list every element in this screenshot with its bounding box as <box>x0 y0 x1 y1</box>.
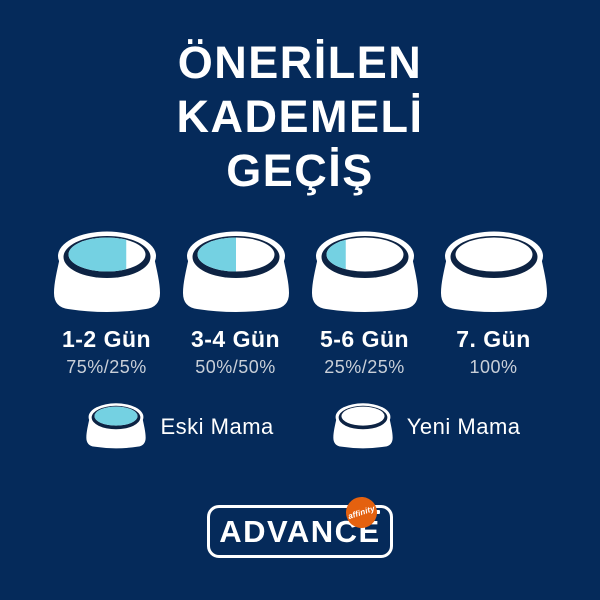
ratio-label: 100% <box>469 357 518 377</box>
old-food-portion <box>94 406 139 426</box>
ratio-label: 75%/25% <box>66 357 147 377</box>
legend-item-old-food: Eski Mama <box>85 403 273 450</box>
legend-label-old-food: Eski Mama <box>160 413 274 439</box>
old-food-bowl-icon <box>86 403 147 449</box>
legend-item-new-food: Yeni Mama <box>332 403 521 450</box>
legend: Eski Mama Yeni Mama <box>6 403 600 450</box>
bowl-column-days-5-6: 5-6 Gün 25%/25% <box>309 231 421 378</box>
food-bowl-icon <box>311 231 418 312</box>
bowls-row: 1-2 Gün 75%/25% 3-4 Gün 50%/50% <box>0 231 600 378</box>
day-label: 1-2 Gün <box>61 326 152 352</box>
badge-text: affinity <box>346 503 377 522</box>
day-label: 7. Gün <box>456 326 531 352</box>
bowl-column-days-1-2: 1-2 Gün 75%/25% <box>51 231 163 378</box>
advance-logo: ADVANCE affinity <box>207 492 393 558</box>
ratio-label: 25%/25% <box>324 357 405 377</box>
day-label: 3-4 Gün <box>190 326 281 352</box>
food-bowl-icon <box>440 231 547 312</box>
ratio-label: 50%/50% <box>195 357 276 377</box>
legend-label-new-food: Yeni Mama <box>406 413 521 439</box>
food-bowl-icon <box>182 231 289 312</box>
title-line-1: ÖNERİLEN <box>177 37 423 88</box>
bowl-column-day-7: 7. Gün 100% <box>438 231 550 378</box>
day-label: 5-6 Gün <box>319 326 410 352</box>
bowl-column-days-3-4: 3-4 Gün 50%/50% <box>180 231 292 378</box>
food-bowl-icon <box>53 231 160 312</box>
title-line-3: GEÇİŞ <box>226 145 374 196</box>
title-line-2: KADEMELİ <box>176 91 424 142</box>
page-title: ÖNERİLEN KADEMELİ GEÇİŞ <box>0 36 600 198</box>
new-food-bowl-icon <box>333 403 393 449</box>
